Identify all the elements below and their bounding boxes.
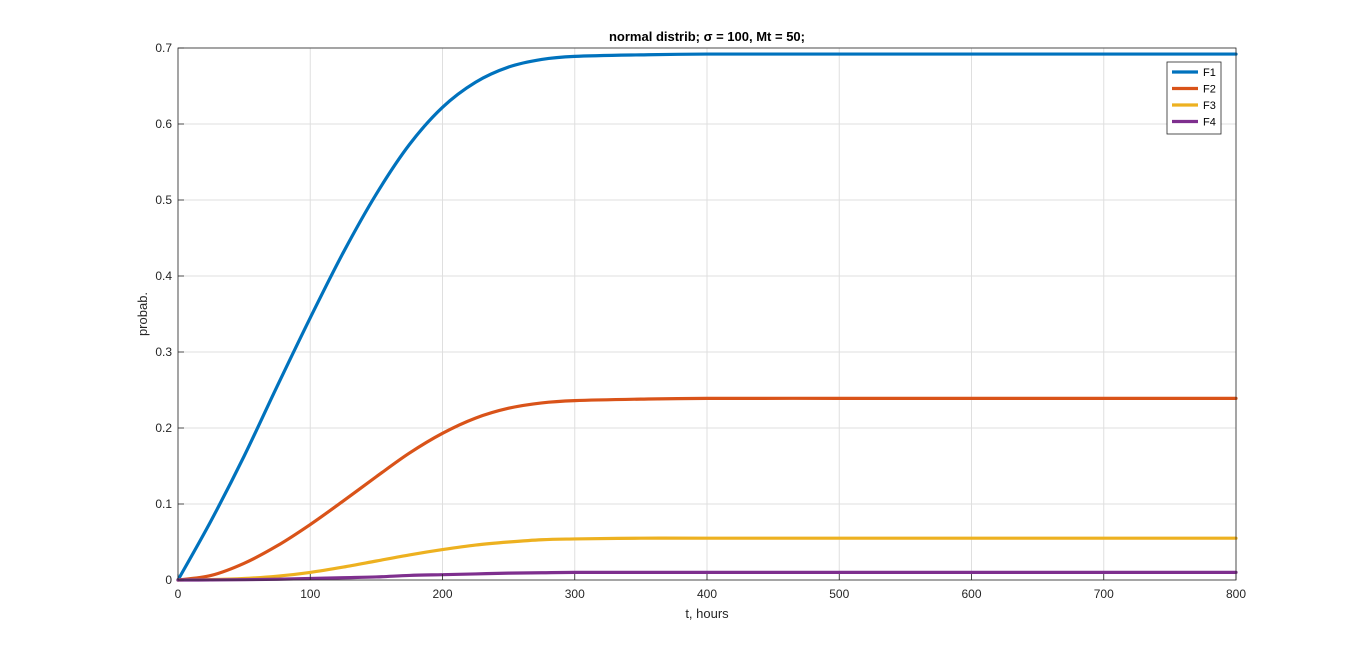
- x-tick-label: 500: [829, 587, 849, 601]
- y-tick-label: 0.1: [155, 497, 172, 511]
- x-tick-label: 600: [961, 587, 981, 601]
- x-tick-label: 100: [300, 587, 320, 601]
- legend-label-f2: F2: [1203, 84, 1216, 96]
- legend-label-f4: F4: [1203, 117, 1216, 129]
- x-tick-label: 200: [432, 587, 452, 601]
- chart-title: normal distrib; σ = 100, Mt = 50;: [609, 29, 805, 44]
- y-tick-label: 0.2: [155, 421, 172, 435]
- y-tick-label: 0.6: [155, 117, 172, 131]
- series-line-f2: [176, 396, 1238, 582]
- y-axis-label: probab.: [135, 292, 150, 336]
- legend-label-f3: F3: [1203, 100, 1216, 112]
- series-lines: [176, 52, 1238, 582]
- legend-label-f1: F1: [1203, 67, 1216, 79]
- y-tick-label: 0.3: [155, 345, 172, 359]
- x-tick-label: 800: [1226, 587, 1246, 601]
- x-tick-label: 0: [175, 587, 182, 601]
- x-tick-label: 700: [1094, 587, 1114, 601]
- series-line-f1: [176, 52, 1238, 582]
- y-tick-label: 0.5: [155, 193, 172, 207]
- ticks: 0 100 200 300 400 500 600 700 800 0 0.1 0.2 0.3 0.4 0.…: [155, 41, 1246, 601]
- x-tick-label: 400: [697, 587, 717, 601]
- series-line-f4: [176, 570, 1238, 582]
- x-axis-label: t, hours: [685, 606, 729, 621]
- x-tick-label: 300: [565, 587, 585, 601]
- series-line-f3: [176, 536, 1238, 582]
- y-tick-label: 0.7: [155, 41, 172, 55]
- y-tick-label: 0: [165, 573, 172, 587]
- legend: F1 F2 F3 F4: [1166, 61, 1222, 135]
- y-tick-label: 0.4: [155, 269, 172, 283]
